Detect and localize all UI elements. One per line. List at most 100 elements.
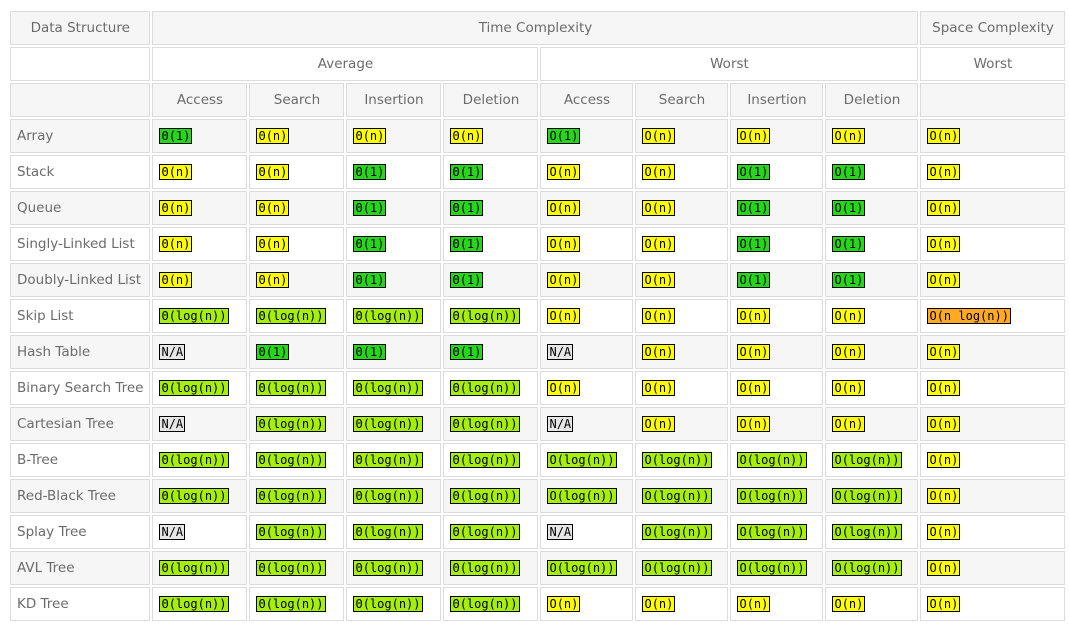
complexity-badge: Θ(log(n)) <box>353 596 423 612</box>
complexity-badge: O(n) <box>927 524 961 540</box>
complexity-cell: O(1) <box>540 119 634 153</box>
complexity-badge: Θ(log(n)) <box>450 416 520 432</box>
complexity-cell: O(n) <box>920 407 1066 441</box>
data-structure-name-link[interactable]: Splay Tree <box>10 515 151 549</box>
complexity-badge: Θ(log(n)) <box>159 560 229 576</box>
complexity-badge: Θ(log(n)) <box>256 452 326 468</box>
complexity-badge: O(n) <box>737 344 771 360</box>
complexity-badge: Θ(1) <box>159 128 193 144</box>
complexity-badge: O(1) <box>737 236 771 252</box>
complexity-cell: Θ(n) <box>249 227 345 261</box>
complexity-cell: Θ(n) <box>152 191 248 225</box>
complexity-cell: Θ(1) <box>346 155 442 189</box>
complexity-cell: Θ(n) <box>249 119 345 153</box>
complexity-cell: O(n) <box>540 299 634 333</box>
complexity-badge: O(1) <box>832 200 866 216</box>
complexity-cell: Θ(log(n)) <box>443 515 539 549</box>
complexity-cell: O(n) <box>730 587 824 621</box>
complexity-badge: Θ(log(n)) <box>353 560 423 576</box>
complexity-badge: O(n) <box>547 200 581 216</box>
complexity-badge: Θ(n) <box>256 272 290 288</box>
complexity-badge: O(n) <box>737 416 771 432</box>
complexity-badge: O(n) <box>927 200 961 216</box>
complexity-cell: O(log(n)) <box>635 551 729 585</box>
complexity-cell: O(n) <box>540 587 634 621</box>
complexity-badge: Θ(n) <box>256 200 290 216</box>
complexity-cell: Θ(log(n)) <box>346 407 442 441</box>
complexity-badge: O(n) <box>927 236 961 252</box>
complexity-badge: O(n) <box>642 236 676 252</box>
complexity-cell: O(n) <box>920 155 1066 189</box>
complexity-cell: Θ(log(n)) <box>346 479 442 513</box>
complexity-cell: Θ(n) <box>249 155 345 189</box>
complexity-badge: Θ(1) <box>353 272 387 288</box>
data-structure-name-link[interactable]: AVL Tree <box>10 551 151 585</box>
complexity-badge: O(log(n)) <box>737 452 807 468</box>
data-structure-name-link[interactable]: Doubly-Linked List <box>10 263 151 297</box>
complexity-cell: Θ(log(n)) <box>249 551 345 585</box>
data-structure-name-link[interactable]: B-Tree <box>10 443 151 477</box>
complexity-badge: Θ(n) <box>450 128 484 144</box>
complexity-badge: Θ(1) <box>450 344 484 360</box>
table-row: B-Tree Θ(log(n)) Θ(log(n)) Θ(log(n)) Θ(log(n… <box>10 443 1066 477</box>
complexity-cell: O(n) <box>540 155 634 189</box>
complexity-cell: O(n) <box>540 371 634 405</box>
data-structure-name-link[interactable]: Skip List <box>10 299 151 333</box>
header-avg-insertion: Insertion <box>346 83 442 117</box>
complexity-badge: O(n) <box>737 128 771 144</box>
complexity-badge: Θ(n) <box>256 128 290 144</box>
complexity-cell: Θ(1) <box>346 191 442 225</box>
table-row: Array Θ(1) Θ(n) Θ(n) Θ(n) O(1) O(n) O(n) O(n) O(n… <box>10 119 1066 153</box>
complexity-cell: Θ(log(n)) <box>443 407 539 441</box>
header-worst: Worst <box>540 47 919 81</box>
complexity-badge: Θ(log(n)) <box>353 452 423 468</box>
complexity-badge: Θ(1) <box>353 344 387 360</box>
complexity-badge: O(1) <box>832 236 866 252</box>
complexity-badge: O(1) <box>737 272 771 288</box>
complexity-cell: Θ(log(n)) <box>249 443 345 477</box>
complexity-cell: O(log(n)) <box>825 443 919 477</box>
complexity-cell: O(log(n)) <box>825 551 919 585</box>
complexity-cell: Θ(1) <box>346 263 442 297</box>
complexity-badge: O(log(n)) <box>832 560 902 576</box>
data-structure-name-link[interactable]: Red-Black Tree <box>10 479 151 513</box>
complexity-cell: Θ(log(n)) <box>346 551 442 585</box>
data-structure-name-link[interactable]: Queue <box>10 191 151 225</box>
complexity-badge: Θ(log(n)) <box>256 560 326 576</box>
complexity-cell: O(n) <box>920 479 1066 513</box>
complexity-cell: Θ(1) <box>443 227 539 261</box>
complexity-cell: O(n) <box>635 155 729 189</box>
complexity-badge: N/A <box>159 524 186 540</box>
complexity-cell: Θ(n) <box>152 155 248 189</box>
complexity-cell: O(1) <box>730 191 824 225</box>
complexity-badge: O(1) <box>737 200 771 216</box>
complexity-cell: Θ(n) <box>346 119 442 153</box>
header-average: Average <box>152 47 539 81</box>
complexity-cell: O(n) <box>730 119 824 153</box>
complexity-badge: O(log(n)) <box>547 452 617 468</box>
complexity-badge: O(n) <box>642 128 676 144</box>
data-structure-name-link[interactable]: Stack <box>10 155 151 189</box>
data-structure-name-link[interactable]: Singly-Linked List <box>10 227 151 261</box>
data-structure-name-link[interactable]: KD Tree <box>10 587 151 621</box>
complexity-cell: Θ(log(n)) <box>152 299 248 333</box>
complexity-cell: O(n) <box>920 515 1066 549</box>
complexity-badge: O(n) <box>642 308 676 324</box>
complexity-badge: Θ(1) <box>353 236 387 252</box>
complexity-cell: Θ(1) <box>249 335 345 369</box>
data-structure-name-link[interactable]: Cartesian Tree <box>10 407 151 441</box>
data-structure-name-link[interactable]: Array <box>10 119 151 153</box>
complexity-badge: O(n) <box>547 596 581 612</box>
complexity-badge: Θ(log(n)) <box>256 308 326 324</box>
complexity-cell: Θ(n) <box>152 263 248 297</box>
complexity-badge: O(n) <box>832 308 866 324</box>
complexity-cell: Θ(log(n)) <box>346 587 442 621</box>
header-worst-deletion: Deletion <box>825 83 919 117</box>
table-row: AVL Tree Θ(log(n)) Θ(log(n)) Θ(log(n)) Θ(log… <box>10 551 1066 585</box>
complexity-badge: O(n) <box>642 164 676 180</box>
table-row: Binary Search Tree Θ(log(n)) Θ(log(n)) Θ(lo… <box>10 371 1066 405</box>
data-structure-name-link[interactable]: Hash Table <box>10 335 151 369</box>
data-structure-name-link[interactable]: Binary Search Tree <box>10 371 151 405</box>
complexity-cell: Θ(log(n)) <box>443 587 539 621</box>
complexity-badge: O(log(n)) <box>547 560 617 576</box>
